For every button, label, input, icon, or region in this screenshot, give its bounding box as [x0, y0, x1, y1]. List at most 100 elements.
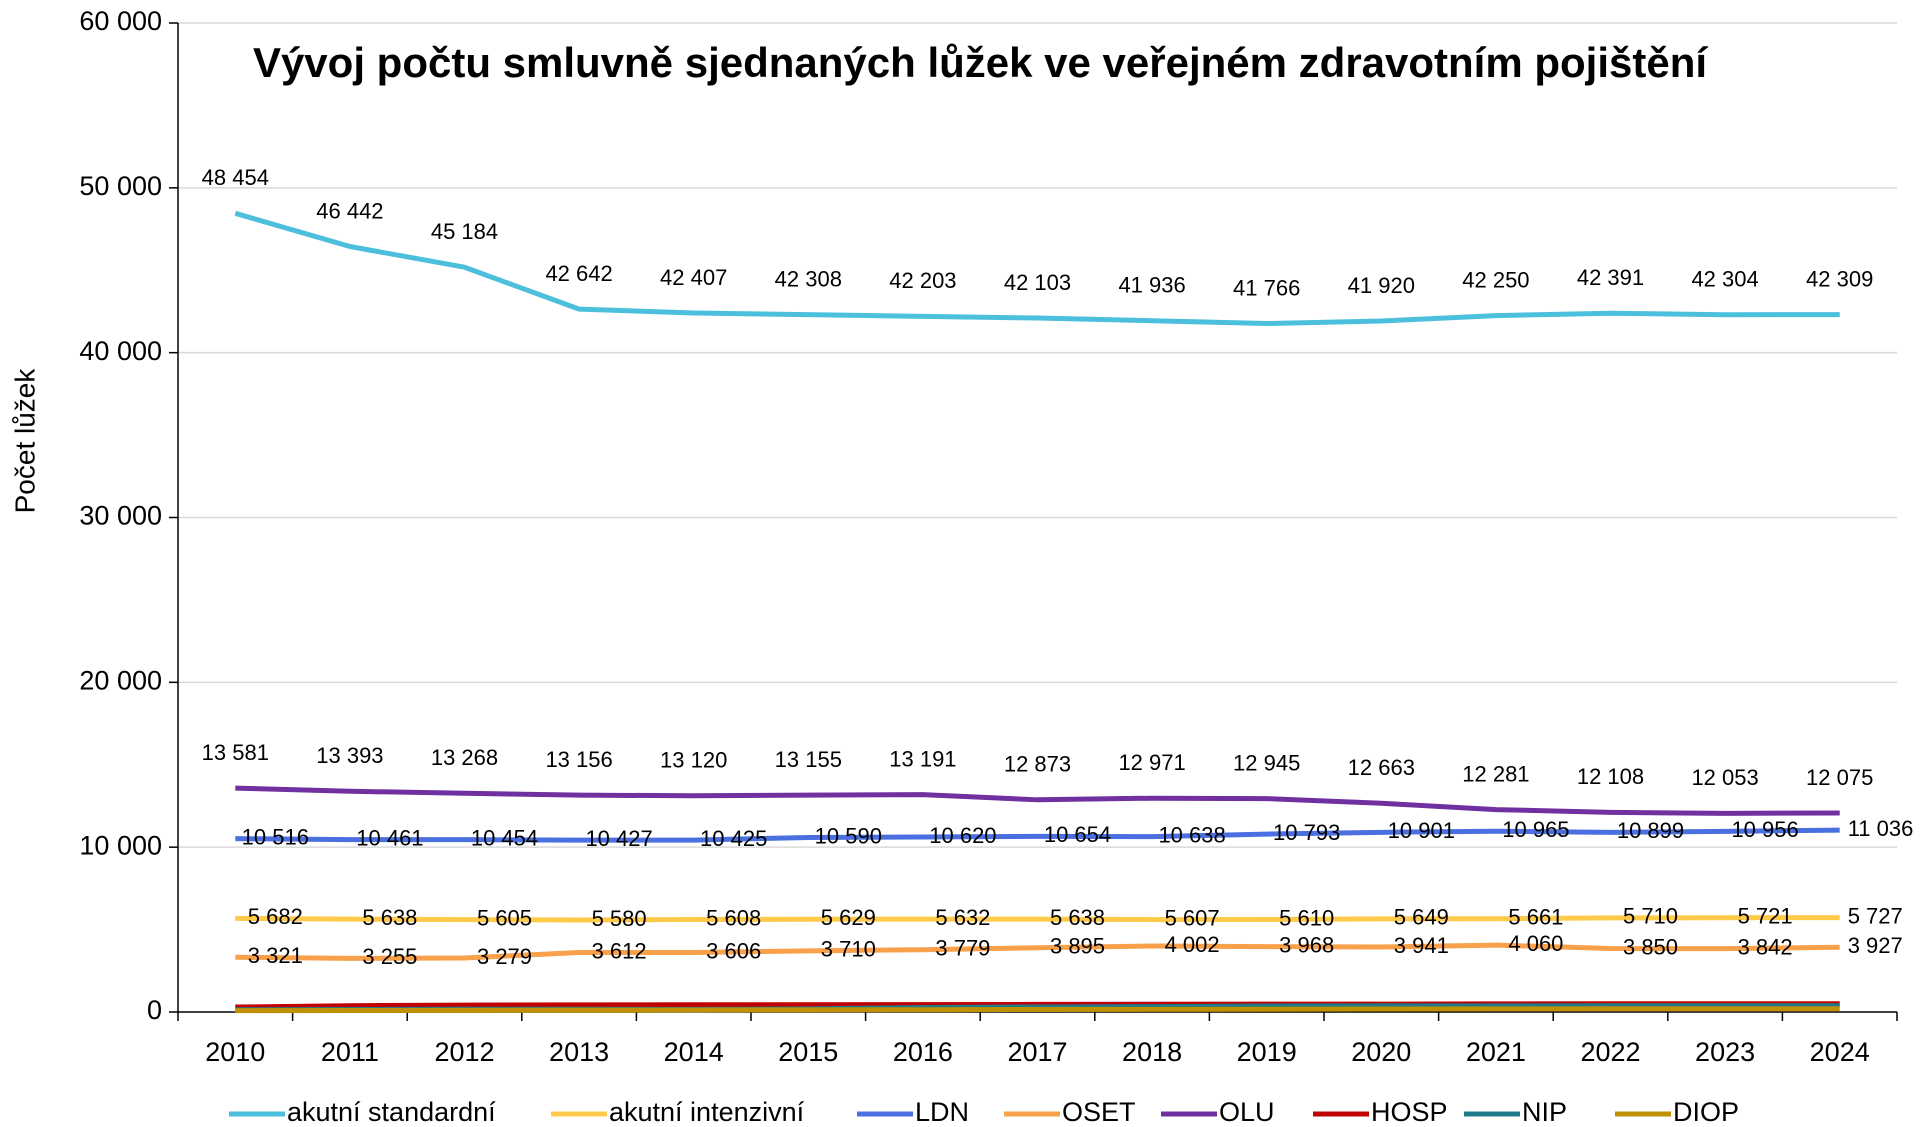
data-label: 5 629 — [821, 905, 876, 930]
data-label: 3 842 — [1738, 934, 1793, 959]
y-tick-label: 10 000 — [79, 830, 162, 860]
series-line — [235, 915, 1840, 923]
data-label: 3 968 — [1279, 932, 1334, 957]
data-label: 42 103 — [1004, 270, 1071, 295]
data-label: 12 971 — [1118, 750, 1185, 775]
data-label: 3 321 — [248, 943, 303, 968]
x-tick-label: 2019 — [1237, 1037, 1297, 1067]
x-tick-label: 2023 — [1695, 1037, 1755, 1067]
legend-label: akutní intenzivní — [609, 1097, 805, 1127]
data-label: 3 895 — [1050, 934, 1105, 959]
data-label: 5 608 — [706, 905, 761, 930]
data-label: 5 710 — [1623, 904, 1678, 929]
legend-label: HOSP — [1371, 1097, 1448, 1127]
data-label: 5 638 — [1050, 905, 1105, 930]
data-label: 4 002 — [1165, 932, 1220, 957]
x-tick-label: 2010 — [205, 1037, 265, 1067]
data-label: 10 454 — [471, 825, 538, 850]
data-label: 12 075 — [1806, 765, 1873, 790]
data-label: 10 956 — [1731, 817, 1798, 842]
data-label: 10 590 — [815, 823, 882, 848]
data-label: 10 654 — [1044, 822, 1111, 847]
series-line — [234, 210, 1840, 327]
data-label: 10 899 — [1617, 818, 1684, 843]
data-label: 48 454 — [202, 165, 269, 190]
data-label: 10 638 — [1158, 822, 1225, 847]
data-label: 45 184 — [431, 219, 498, 244]
data-label: 41 936 — [1118, 273, 1185, 298]
series-line — [235, 785, 1840, 816]
data-label: 4 060 — [1508, 931, 1563, 956]
data-label: 5 682 — [248, 904, 303, 929]
legend-label: OLU — [1219, 1097, 1275, 1127]
data-label: 5 610 — [1279, 905, 1334, 930]
y-axis-label: Počet lůžek — [9, 368, 40, 514]
data-label: 13 156 — [545, 747, 612, 772]
data-label: 12 945 — [1233, 750, 1300, 775]
x-tick-label: 2022 — [1580, 1037, 1640, 1067]
data-label: 42 304 — [1691, 267, 1758, 292]
legend-label: akutní standardní — [287, 1097, 496, 1127]
data-label: 10 425 — [700, 826, 767, 851]
data-label: 12 053 — [1691, 765, 1758, 790]
legend-label: LDN — [915, 1097, 969, 1127]
y-tick-label: 40 000 — [79, 336, 162, 366]
data-label: 12 281 — [1462, 761, 1529, 786]
legend-label: NIP — [1522, 1097, 1567, 1127]
y-tick-label: 50 000 — [79, 171, 162, 201]
data-label: 10 620 — [929, 823, 996, 848]
data-label: 5 661 — [1508, 905, 1563, 930]
data-label: 42 308 — [775, 266, 842, 291]
x-tick-label: 2021 — [1466, 1037, 1526, 1067]
data-label: 3 850 — [1623, 934, 1678, 959]
data-label: 42 407 — [660, 265, 727, 290]
data-label: 46 442 — [316, 198, 383, 223]
data-label: 13 191 — [889, 746, 956, 771]
data-label: 3 612 — [592, 938, 647, 963]
data-label: 3 779 — [935, 936, 990, 961]
data-label: 3 927 — [1848, 933, 1903, 958]
data-label: 5 727 — [1848, 903, 1903, 928]
data-label: 5 632 — [935, 905, 990, 930]
chart-title: Vývoj počtu smluvně sjednaných lůžek ve … — [253, 39, 1708, 86]
x-tick-label: 2016 — [893, 1037, 953, 1067]
data-label: 13 393 — [316, 743, 383, 768]
data-label: 5 721 — [1738, 904, 1793, 929]
data-label: 13 268 — [431, 745, 498, 770]
data-label: 41 766 — [1233, 275, 1300, 300]
data-label: 13 120 — [660, 748, 727, 773]
data-label: 12 663 — [1348, 755, 1415, 780]
legend-label: OSET — [1062, 1097, 1136, 1127]
data-label: 10 461 — [356, 825, 423, 850]
data-label: 3 710 — [821, 937, 876, 962]
data-label: 5 605 — [477, 905, 532, 930]
series-line — [235, 827, 1840, 843]
data-label: 42 250 — [1462, 267, 1529, 292]
data-label: 3 606 — [706, 938, 761, 963]
legend-label: DIOP — [1673, 1097, 1739, 1127]
x-tick-label: 2017 — [1007, 1037, 1067, 1067]
data-label: 10 965 — [1502, 817, 1569, 842]
data-label: 42 309 — [1806, 266, 1873, 291]
data-label: 13 155 — [775, 747, 842, 772]
x-tick-label: 2013 — [549, 1037, 609, 1067]
data-label: 5 607 — [1165, 905, 1220, 930]
data-label: 5 638 — [362, 905, 417, 930]
series-line — [235, 942, 1840, 961]
series-line — [235, 1006, 1840, 1014]
x-tick-label: 2020 — [1351, 1037, 1411, 1067]
data-label: 42 642 — [545, 261, 612, 286]
x-tick-label: 2014 — [664, 1037, 724, 1067]
y-tick-label: 30 000 — [79, 501, 162, 531]
data-label: 3 255 — [362, 944, 417, 969]
y-tick-label: 0 — [147, 995, 162, 1025]
data-label: 12 873 — [1004, 752, 1071, 777]
x-tick-label: 2015 — [778, 1037, 838, 1067]
data-label: 10 793 — [1273, 820, 1340, 845]
data-label: 5 649 — [1394, 905, 1449, 930]
data-label: 5 580 — [592, 906, 647, 931]
x-tick-label: 2012 — [434, 1037, 494, 1067]
y-tick-label: 60 000 — [79, 6, 162, 36]
x-tick-label: 2024 — [1810, 1037, 1870, 1067]
data-label: 10 516 — [242, 824, 309, 849]
